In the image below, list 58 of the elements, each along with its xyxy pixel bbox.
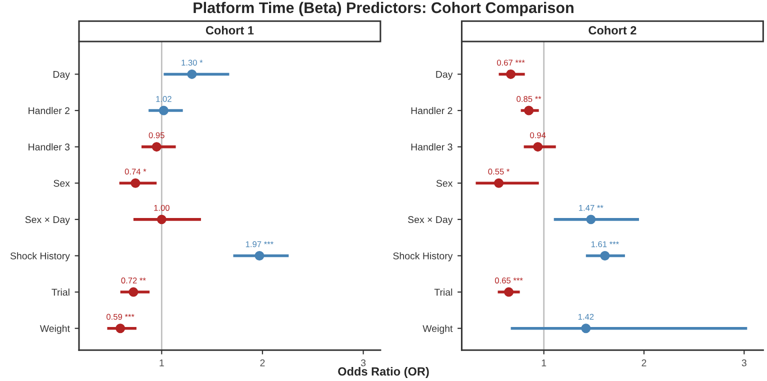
chart-title: Cohort 1 — [206, 26, 254, 35]
data-label: 0.65 *** — [494, 278, 523, 284]
data-label: 1.42 — [578, 314, 594, 320]
point — [156, 214, 166, 224]
y-tick-label: Shock History — [10, 252, 70, 262]
data-label: 0.72 ** — [121, 278, 146, 284]
data-label: 0.94 — [530, 132, 546, 138]
point — [504, 287, 514, 297]
text: Platform Time (Beta) Predictors: Cohort Comparison — [194, 2, 574, 16]
data-label: 0.74 * — [124, 168, 146, 175]
x-tick-label: 3 — [360, 359, 366, 366]
point — [116, 324, 126, 334]
point — [254, 250, 264, 260]
y-tick-label: Sex × Day — [408, 216, 453, 225]
data-label: 0.85 ** — [516, 96, 542, 102]
point — [506, 69, 516, 79]
y-tick-label: Day — [436, 71, 453, 80]
data-label: 1.61 *** — [591, 241, 619, 248]
y-tick-label: Trial — [52, 288, 70, 296]
point — [533, 142, 543, 152]
data-label: 0.55 * — [488, 168, 510, 175]
y-tick-label: Weight — [422, 324, 453, 334]
y-tick-label: Sex — [54, 180, 70, 187]
y-tick-label: Handler 2 — [411, 106, 452, 114]
y-tick-label: Weight — [40, 324, 70, 334]
point — [586, 214, 596, 224]
y-tick-label: Sex × Day — [25, 216, 70, 225]
point — [600, 250, 610, 260]
y-tick-label: Handler 3 — [28, 143, 70, 150]
chart-title: Cohort 2 — [588, 26, 636, 35]
data-label: 0.95 — [148, 132, 164, 138]
data-label: 1.30 * — [182, 60, 203, 66]
x-tick-label: 1 — [542, 360, 546, 366]
point — [494, 178, 504, 188]
x-tick-label: 2 — [642, 359, 646, 366]
x-axis-title: Odds Ratio (OR) — [338, 366, 429, 378]
data-label: 0.59 *** — [106, 314, 134, 320]
x-tick-label: 1 — [160, 360, 164, 366]
y-tick-label: Handler 3 — [411, 143, 452, 150]
data-label: 1.00 — [154, 204, 170, 211]
point — [128, 287, 138, 297]
point — [130, 178, 140, 188]
y-tick-label: Shock History — [393, 252, 453, 262]
point — [152, 142, 162, 152]
x-tick-label: 2 — [260, 359, 265, 366]
point — [581, 324, 591, 334]
y-tick-label: Handler 2 — [28, 106, 70, 114]
point — [524, 106, 534, 116]
y-tick-label: Day — [53, 71, 70, 80]
data-label: 1.02 — [156, 96, 172, 102]
x-tick-label: 3 — [742, 359, 746, 366]
y-tick-label: Sex — [436, 180, 453, 187]
data-label: 0.67 *** — [497, 60, 525, 66]
point — [187, 69, 197, 79]
point — [158, 106, 168, 116]
data-label: 1.47 ** — [579, 205, 604, 211]
data-label: 1.97 *** — [246, 241, 274, 248]
y-tick-label: Trial — [434, 288, 452, 296]
